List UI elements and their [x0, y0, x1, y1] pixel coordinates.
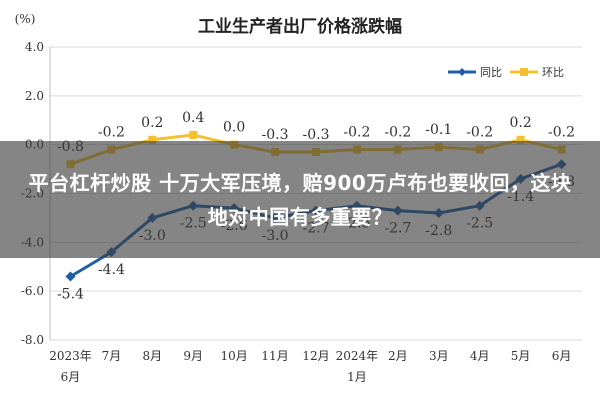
- data-label: -5.4: [57, 287, 84, 303]
- y-unit-label: (%): [15, 12, 36, 26]
- headline-overlay[interactable]: 平台杠杆炒股 十万大军压境，赔900万卢布也要收回，这块地对中国有多重要？: [0, 141, 600, 258]
- data-label: 0.2: [141, 115, 163, 131]
- data-label: -0.3: [262, 127, 289, 143]
- y-tick-label: 2.0: [25, 89, 44, 103]
- data-point: [148, 135, 157, 144]
- legend-marker: [520, 68, 528, 76]
- data-label: -0.2: [98, 125, 125, 141]
- legend: 同比 环比: [448, 66, 564, 79]
- chart-title: 工业生产者出厂价格涨跌幅: [198, 16, 402, 37]
- data-point: [65, 271, 76, 282]
- y-tick-label: -6.0: [21, 284, 44, 298]
- data-label: -0.1: [425, 122, 452, 138]
- data-label: 0.0: [223, 120, 245, 136]
- data-label: 0.4: [182, 110, 204, 126]
- x-tick-label: 2024年 1月: [336, 349, 379, 384]
- x-tick-label: 9月: [183, 349, 203, 363]
- data-point: [516, 135, 525, 144]
- data-label: -0.3: [303, 127, 330, 143]
- legend-label: 同比: [480, 66, 502, 79]
- data-label: -4.4: [98, 262, 125, 278]
- y-tick-label: 4.0: [25, 40, 44, 54]
- x-tick-label: 12月: [302, 349, 329, 363]
- data-label: -0.2: [466, 125, 493, 141]
- x-tick-label: 2023年 6月: [49, 349, 92, 384]
- y-tick-label: -8.0: [21, 333, 44, 347]
- headline-text[interactable]: 平台杠杆炒股 十万大军压境，赔900万卢布也要收回，这块地对中国有多重要？: [28, 170, 572, 229]
- data-label: 0.2: [509, 115, 531, 131]
- x-tick-label: 11月: [261, 349, 288, 363]
- data-point: [189, 130, 198, 139]
- data-label: -0.2: [548, 125, 575, 141]
- x-tick-label: 8月: [142, 349, 162, 363]
- legend-marker: [458, 68, 466, 76]
- x-tick-label: 10月: [221, 349, 248, 363]
- x-tick-label: 4月: [470, 349, 490, 363]
- x-tick-label: 5月: [511, 349, 531, 363]
- x-axis-ticks: 2023年 6月 7月 8月 9月 10月 11月 12月 2024年 1月 2月 3月 4月 5月 6月: [49, 349, 571, 384]
- data-label: -0.2: [343, 125, 370, 141]
- x-tick-label: 3月: [429, 349, 449, 363]
- x-tick-label: 6月: [552, 349, 572, 363]
- x-tick-label: 2月: [388, 349, 408, 363]
- x-tick-label: 7月: [102, 349, 122, 363]
- legend-label: 环比: [542, 66, 564, 79]
- data-label: -0.2: [384, 125, 411, 141]
